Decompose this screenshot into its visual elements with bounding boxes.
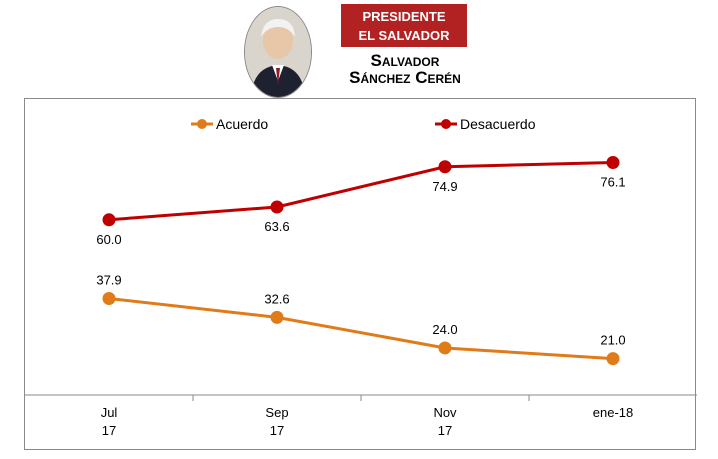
data-label: 21.0 (600, 333, 625, 348)
x-tick-label: Sep 17 (265, 405, 288, 438)
data-point (102, 291, 116, 305)
president-name: Salvador Sánchez Cerén (330, 52, 480, 86)
legend-label: Desacuerdo (460, 116, 536, 132)
data-label: 24.0 (432, 322, 457, 337)
data-point (606, 155, 620, 169)
legend-swatch-marker (441, 119, 451, 129)
data-label: 32.6 (264, 291, 289, 306)
line-chart: Jul 17 Sep 17 Nov 17 ene-18 Acuerdo Desacuerdo 60… (25, 116, 697, 438)
data-point (438, 160, 452, 174)
data-point (606, 352, 620, 366)
legend-swatch-marker (197, 119, 207, 129)
data-label: 63.6 (264, 219, 289, 234)
chart-frame: Jul 17 Sep 17 Nov 17 ene-18 Acuerdo Desacuerdo 60… (24, 98, 697, 450)
name-line-2: Sánchez Cerén (349, 68, 461, 87)
x-tick-label: Jul 17 (101, 405, 118, 438)
data-label: 74.9 (432, 179, 457, 194)
title-badge: PRESIDENTE EL SALVADOR (341, 4, 467, 47)
x-tick-label: ene-18 (593, 405, 633, 420)
data-label: 37.9 (96, 272, 121, 287)
series-line-desacuerdo (108, 160, 614, 222)
data-point (270, 310, 284, 324)
badge-line-1: PRESIDENTE (362, 8, 446, 24)
data-point (438, 341, 452, 355)
badge-line-2: EL SALVADOR (358, 27, 450, 43)
data-point (102, 213, 116, 227)
x-tick-label: Nov 17 (433, 405, 457, 438)
name-line-1: Salvador (370, 51, 440, 70)
data-label: 76.1 (600, 174, 625, 189)
data-label: 60.0 (96, 232, 121, 247)
series-line-acuerdo (108, 296, 614, 361)
president-photo (244, 6, 312, 98)
data-point (270, 200, 284, 214)
legend-label: Acuerdo (216, 116, 268, 132)
portrait-icon (245, 7, 311, 97)
